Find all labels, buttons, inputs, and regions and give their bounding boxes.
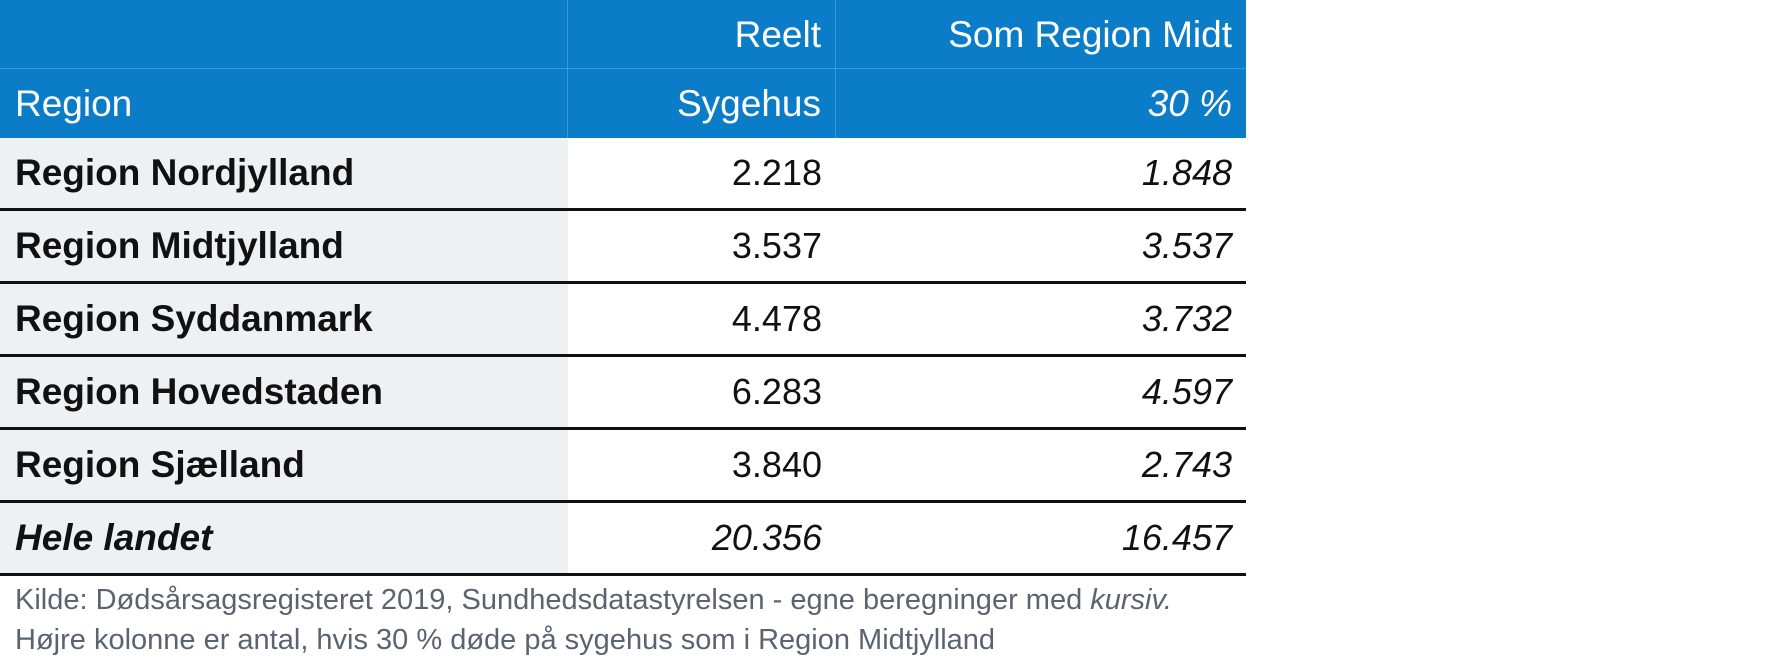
header-som-region-midt: Som Region Midt bbox=[948, 13, 1232, 55]
header-empty-cell bbox=[0, 0, 568, 69]
reelt-value: 6.283 bbox=[731, 371, 822, 412]
table-row: Region Sjælland 3.840 2.743 bbox=[0, 430, 1246, 503]
table-row: Region Syddanmark 4.478 3.732 bbox=[0, 284, 1246, 357]
table-total-row: Hele landet 20.356 16.457 bbox=[0, 503, 1246, 576]
header-sygehus: Sygehus bbox=[568, 69, 836, 138]
total-midt-value: 16.457 bbox=[1121, 517, 1232, 558]
midt-value: 3.537 bbox=[1141, 225, 1232, 266]
total-reelt-value: 20.356 bbox=[711, 517, 822, 558]
header-region: Region bbox=[0, 69, 568, 138]
source-note-line-1: Kilde: Dødsårsagsregisteret 2019, Sundhe… bbox=[15, 580, 1172, 620]
table-row: Region Midtjylland 3.537 3.537 bbox=[0, 211, 1246, 284]
region-name: Region Nordjylland bbox=[0, 138, 568, 208]
source-text: Kilde: Dødsårsagsregisteret 2019, Sundhe… bbox=[15, 584, 1091, 616]
table-header-row-2: Region Sygehus 30 % bbox=[0, 69, 1246, 138]
deaths-table: Reelt Som Region Midt Region Sygehus 30 … bbox=[0, 0, 1246, 576]
midt-value: 4.597 bbox=[1141, 371, 1232, 412]
header-30-percent: 30 % bbox=[1147, 82, 1232, 124]
midt-value: 2.743 bbox=[1141, 444, 1232, 485]
table-row: Region Hovedstaden 6.283 4.597 bbox=[0, 357, 1246, 430]
italic-marker-text: kursiv. bbox=[1090, 584, 1172, 616]
source-notes: Kilde: Dødsårsagsregisteret 2019, Sundhe… bbox=[15, 580, 1172, 660]
reelt-value: 3.840 bbox=[731, 444, 822, 485]
table-row: Region Nordjylland 2.218 1.848 bbox=[0, 138, 1246, 211]
header-reelt: Reelt bbox=[568, 0, 836, 69]
source-note-line-2: Højre kolonne er antal, hvis 30 % døde p… bbox=[15, 624, 996, 656]
region-name: Region Syddanmark bbox=[0, 284, 568, 354]
reelt-value: 2.218 bbox=[731, 152, 822, 193]
region-name: Region Sjælland bbox=[0, 430, 568, 500]
region-name: Region Hovedstaden bbox=[0, 357, 568, 427]
midt-value: 1.848 bbox=[1141, 152, 1232, 193]
midt-value: 3.732 bbox=[1141, 298, 1232, 339]
reelt-value: 3.537 bbox=[731, 225, 822, 266]
reelt-value: 4.478 bbox=[731, 298, 822, 339]
table-header-row-1: Reelt Som Region Midt bbox=[0, 0, 1246, 69]
region-name: Region Midtjylland bbox=[0, 211, 568, 281]
total-label: Hele landet bbox=[0, 503, 568, 573]
